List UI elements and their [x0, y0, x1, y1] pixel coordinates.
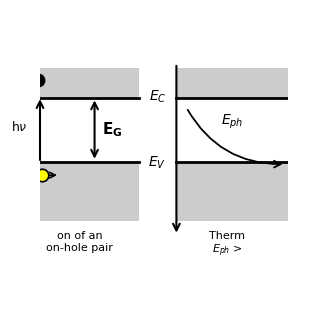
Bar: [10, 68, 139, 98]
Text: Therm: Therm: [209, 231, 245, 241]
Text: $E_C$: $E_C$: [149, 88, 166, 105]
Bar: [10, 162, 139, 221]
Text: on of an: on of an: [57, 231, 102, 241]
Text: on-hole pair: on-hole pair: [46, 243, 113, 253]
Bar: [176, 68, 288, 98]
Text: $E_{ph}$ >: $E_{ph}$ >: [212, 243, 243, 259]
FancyArrowPatch shape: [188, 110, 281, 167]
Text: $E_{ph}$: $E_{ph}$: [221, 113, 244, 131]
Text: $E_V$: $E_V$: [148, 155, 166, 171]
Bar: [176, 162, 288, 221]
Text: $\mathbf{E_G}$: $\mathbf{E_G}$: [102, 120, 123, 139]
Text: h$\nu$: h$\nu$: [12, 120, 28, 134]
